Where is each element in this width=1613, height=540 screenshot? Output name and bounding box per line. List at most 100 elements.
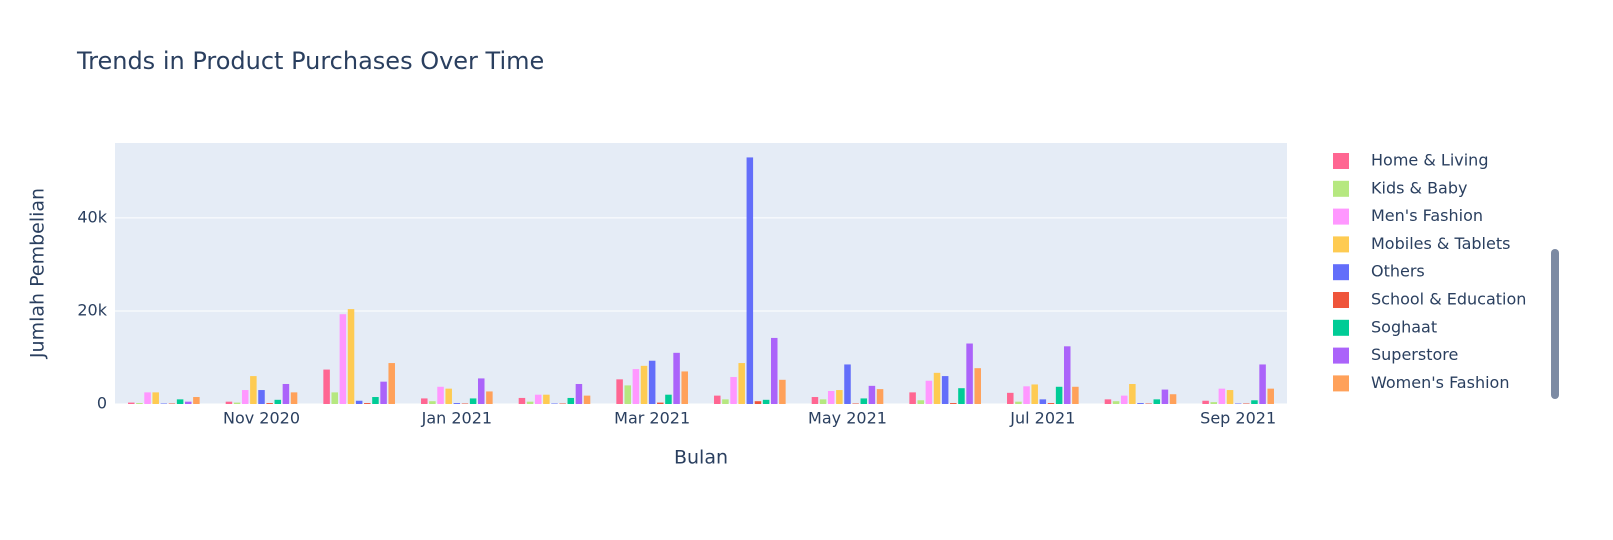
bar bbox=[836, 390, 843, 404]
bar bbox=[616, 379, 623, 404]
bar bbox=[1210, 402, 1217, 404]
bar bbox=[1202, 401, 1209, 404]
chart-title: Trends in Product Purchases Over Time bbox=[76, 47, 544, 75]
legend-label[interactable]: Mobiles & Tablets bbox=[1371, 234, 1510, 253]
bar bbox=[763, 400, 770, 404]
y-tick-label: 40k bbox=[77, 207, 107, 226]
bar bbox=[1048, 403, 1055, 404]
bar bbox=[380, 382, 387, 404]
bar bbox=[372, 397, 379, 404]
bar bbox=[356, 401, 363, 404]
bar bbox=[1170, 394, 1177, 404]
bar bbox=[584, 396, 591, 404]
bar bbox=[429, 401, 436, 404]
bar bbox=[193, 397, 200, 404]
bar bbox=[1219, 389, 1226, 404]
bar bbox=[665, 395, 672, 404]
bar bbox=[1162, 390, 1169, 404]
legend-label[interactable]: Kids & Baby bbox=[1371, 178, 1467, 197]
bar bbox=[974, 368, 981, 404]
bar bbox=[966, 344, 973, 404]
bar bbox=[226, 402, 233, 404]
bar bbox=[1031, 384, 1038, 404]
bar bbox=[136, 403, 143, 404]
bar bbox=[454, 403, 461, 404]
bar bbox=[1040, 399, 1047, 404]
bar bbox=[1267, 389, 1274, 404]
x-tick-label: Mar 2021 bbox=[614, 409, 690, 428]
bar bbox=[877, 389, 884, 404]
bar bbox=[714, 396, 721, 404]
legend-swatch[interactable] bbox=[1333, 375, 1349, 391]
bar bbox=[909, 392, 916, 404]
bar bbox=[470, 398, 477, 404]
bar bbox=[917, 400, 924, 404]
bar bbox=[1105, 399, 1112, 404]
bar bbox=[861, 398, 868, 404]
bar bbox=[1121, 396, 1128, 404]
bar bbox=[1251, 400, 1258, 404]
legend-label[interactable]: Home & Living bbox=[1371, 151, 1488, 170]
bar bbox=[1072, 387, 1079, 404]
bar bbox=[486, 391, 493, 404]
bar bbox=[844, 364, 851, 404]
bar bbox=[755, 401, 762, 404]
bar bbox=[152, 392, 159, 404]
bar bbox=[820, 399, 827, 404]
bar bbox=[1129, 384, 1136, 404]
bar bbox=[934, 373, 941, 404]
legend-swatch[interactable] bbox=[1333, 348, 1349, 364]
bar bbox=[364, 403, 371, 404]
legend-swatch[interactable] bbox=[1333, 236, 1349, 252]
bar bbox=[185, 402, 192, 404]
x-tick-label: May 2021 bbox=[808, 409, 887, 428]
legend-swatch[interactable] bbox=[1333, 153, 1349, 169]
bar bbox=[519, 398, 526, 404]
bar bbox=[144, 392, 151, 404]
legend-swatch[interactable] bbox=[1333, 209, 1349, 225]
legend-swatch[interactable] bbox=[1333, 292, 1349, 308]
bar bbox=[258, 390, 265, 404]
bar bbox=[388, 363, 395, 404]
legend-label[interactable]: Women's Fashion bbox=[1371, 373, 1509, 392]
bar bbox=[738, 363, 745, 404]
legend-label[interactable]: School & Education bbox=[1371, 290, 1526, 309]
bar bbox=[1113, 401, 1120, 404]
legend-swatch[interactable] bbox=[1333, 264, 1349, 280]
bar bbox=[478, 378, 485, 404]
bar bbox=[1023, 386, 1030, 404]
bar bbox=[1154, 399, 1161, 404]
legend-label[interactable]: Superstore bbox=[1371, 345, 1458, 364]
bar bbox=[681, 371, 688, 404]
bar bbox=[950, 403, 957, 404]
bar bbox=[869, 386, 876, 404]
bar bbox=[771, 338, 778, 404]
bar bbox=[1007, 393, 1014, 404]
bar bbox=[641, 366, 648, 404]
legend-swatch[interactable] bbox=[1333, 320, 1349, 336]
legend-scrollbar[interactable] bbox=[1551, 249, 1559, 399]
legend-swatch[interactable] bbox=[1333, 181, 1349, 197]
bar bbox=[828, 391, 835, 404]
bar bbox=[1056, 387, 1063, 404]
bar bbox=[535, 395, 542, 404]
bar bbox=[291, 392, 298, 404]
plot-area bbox=[115, 143, 1287, 404]
bar bbox=[128, 403, 135, 404]
bar bbox=[445, 389, 452, 404]
bar bbox=[543, 395, 550, 404]
y-tick-label: 20k bbox=[77, 300, 107, 319]
bar bbox=[266, 403, 273, 404]
legend-label[interactable]: Men's Fashion bbox=[1371, 206, 1483, 225]
bar bbox=[649, 361, 656, 404]
bar bbox=[275, 400, 282, 404]
bar bbox=[779, 380, 786, 404]
bar bbox=[958, 388, 965, 404]
bar bbox=[568, 398, 575, 404]
bar bbox=[340, 314, 347, 404]
legend-label[interactable]: Soghaat bbox=[1371, 317, 1437, 336]
legend-label[interactable]: Others bbox=[1371, 262, 1425, 281]
x-tick-label: Nov 2020 bbox=[223, 409, 300, 428]
bar bbox=[673, 353, 680, 404]
